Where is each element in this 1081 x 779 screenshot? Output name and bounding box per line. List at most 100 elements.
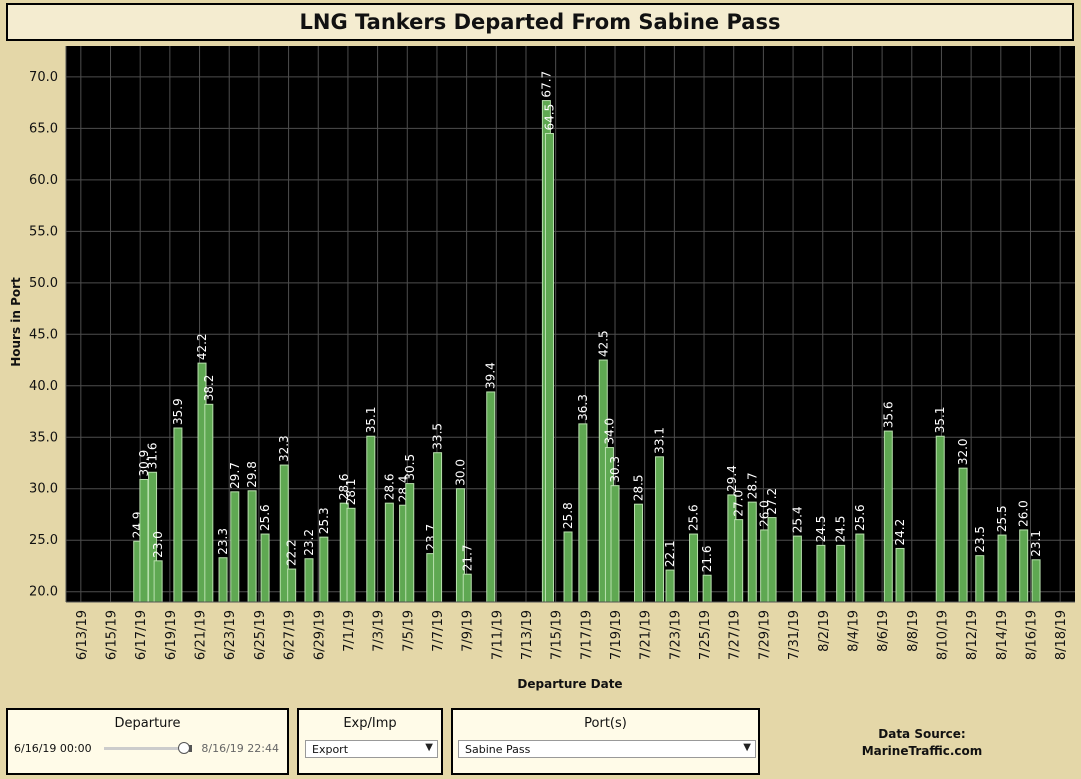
data-bar xyxy=(139,478,149,603)
data-label: 42.5 xyxy=(596,330,610,357)
data-bar xyxy=(384,502,394,603)
data-source-name: MarineTraffic.com xyxy=(861,744,983,758)
data-label: 32.0 xyxy=(956,438,970,465)
data-source-label: Data Source: xyxy=(878,727,966,741)
data-bar xyxy=(883,430,893,603)
x-tick-label: 8/12/19 xyxy=(965,610,980,660)
departure-slider-track[interactable] xyxy=(104,747,186,750)
data-label: 23.5 xyxy=(973,526,987,553)
data-bar xyxy=(1031,559,1041,603)
data-bar xyxy=(792,535,802,603)
data-label: 27.2 xyxy=(765,488,779,515)
x-tick-label: 7/3/19 xyxy=(372,610,387,652)
data-label: 36.3 xyxy=(576,394,590,421)
x-axis-label: Departure Date xyxy=(517,677,623,691)
chart-title-box: LNG Tankers Departed From Sabine Pass xyxy=(6,3,1074,41)
x-tick-label: 7/11/19 xyxy=(490,610,505,660)
data-bar xyxy=(836,544,846,603)
data-bar xyxy=(173,427,183,603)
data-label: 25.8 xyxy=(561,502,575,529)
data-label: 22.2 xyxy=(285,539,299,566)
data-label: 25.6 xyxy=(687,504,701,531)
x-tick-label: 8/8/19 xyxy=(906,610,921,652)
data-label: 34.0 xyxy=(602,418,616,445)
chevron-down-icon[interactable]: ▼ xyxy=(425,742,433,753)
data-label: 21.7 xyxy=(460,544,474,571)
x-tick-label: 8/10/19 xyxy=(935,610,950,660)
data-label: 28.6 xyxy=(382,473,396,500)
x-tick-label: 8/16/19 xyxy=(1024,610,1039,660)
data-label: 30.5 xyxy=(403,454,417,481)
data-label: 22.1 xyxy=(663,540,677,567)
departure-end-value: 8/16/19 22:44 xyxy=(201,742,279,755)
data-label: 28.1 xyxy=(344,479,358,506)
data-bar xyxy=(855,533,865,603)
y-tick-label: 25.0 xyxy=(29,533,58,548)
data-label: 31.6 xyxy=(146,443,160,470)
data-label: 24.5 xyxy=(814,516,828,543)
y-tick-label: 45.0 xyxy=(29,327,58,342)
data-label: 28.6 xyxy=(337,473,351,500)
departure-filter-title: Departure xyxy=(114,716,181,731)
data-label: 29.4 xyxy=(725,465,739,492)
data-label: 29.8 xyxy=(245,461,259,488)
x-tick-label: 7/17/19 xyxy=(579,610,594,660)
x-tick-label: 7/1/19 xyxy=(342,610,357,652)
data-bar xyxy=(689,533,699,603)
data-bar xyxy=(975,555,985,603)
data-label: 23.3 xyxy=(216,528,230,555)
x-tick-label: 7/13/19 xyxy=(520,610,535,660)
x-tick-label: 7/5/19 xyxy=(401,610,416,652)
data-label: 26.0 xyxy=(1017,500,1031,527)
x-tick-label: 6/25/19 xyxy=(253,610,268,660)
x-tick-label: 7/9/19 xyxy=(461,610,476,652)
x-tick-label: 7/23/19 xyxy=(668,610,683,660)
data-bar xyxy=(734,519,744,603)
data-label: 35.1 xyxy=(933,407,947,434)
data-label: 33.5 xyxy=(431,423,445,450)
exp-imp-selected-value: Export xyxy=(312,743,349,756)
data-bar xyxy=(433,452,443,603)
x-tick-label: 7/27/19 xyxy=(728,610,743,660)
data-label: 35.6 xyxy=(881,401,895,428)
departure-start-value: 6/16/19 00:00 xyxy=(14,742,92,755)
x-tick-label: 6/15/19 xyxy=(105,610,120,660)
data-bar xyxy=(563,531,573,603)
x-tick-label: 7/7/19 xyxy=(431,610,446,652)
data-label: 30.9 xyxy=(137,450,151,477)
data-bar xyxy=(935,435,945,603)
y-tick-label: 50.0 xyxy=(29,276,58,291)
data-bar xyxy=(634,503,644,603)
x-tick-label: 8/6/19 xyxy=(876,610,891,652)
data-label: 25.6 xyxy=(258,504,272,531)
ports-selected-value: Sabine Pass xyxy=(465,743,531,756)
chart-title: LNG Tankers Departed From Sabine Pass xyxy=(299,10,781,34)
ports-filter-title: Port(s) xyxy=(584,716,627,731)
data-bar xyxy=(279,464,289,603)
x-tick-label: 6/19/19 xyxy=(164,610,179,660)
data-label: 23.1 xyxy=(1029,530,1043,557)
data-label: 30.3 xyxy=(608,456,622,483)
data-label: 27.0 xyxy=(732,490,746,517)
data-label: 32.3 xyxy=(277,435,291,462)
y-tick-label: 70.0 xyxy=(29,70,58,85)
data-bar xyxy=(816,544,826,603)
y-tick-label: 65.0 xyxy=(29,121,58,136)
x-tick-label: 8/14/19 xyxy=(995,610,1010,660)
data-bar xyxy=(304,558,314,603)
x-tick-label: 6/21/19 xyxy=(194,610,209,660)
chevron-down-icon[interactable]: ▼ xyxy=(743,742,751,753)
x-tick-label: 7/19/19 xyxy=(609,610,624,660)
data-label: 25.3 xyxy=(317,507,331,534)
x-tick-label: 8/18/19 xyxy=(1054,610,1069,660)
data-label: 39.4 xyxy=(484,362,498,389)
data-bar xyxy=(544,133,554,603)
departure-filter: Departure 6/16/19 00:00 8/16/19 22:44 xyxy=(6,708,289,775)
x-tick-label: 6/13/19 xyxy=(75,610,90,660)
ports-dropdown[interactable]: Sabine Pass ▼ xyxy=(458,740,756,758)
data-bar xyxy=(958,467,968,603)
exp-imp-dropdown[interactable]: Export ▼ xyxy=(305,740,438,758)
x-tick-label: 7/31/19 xyxy=(787,610,802,660)
data-label: 33.1 xyxy=(653,427,667,454)
data-bar xyxy=(319,536,329,603)
